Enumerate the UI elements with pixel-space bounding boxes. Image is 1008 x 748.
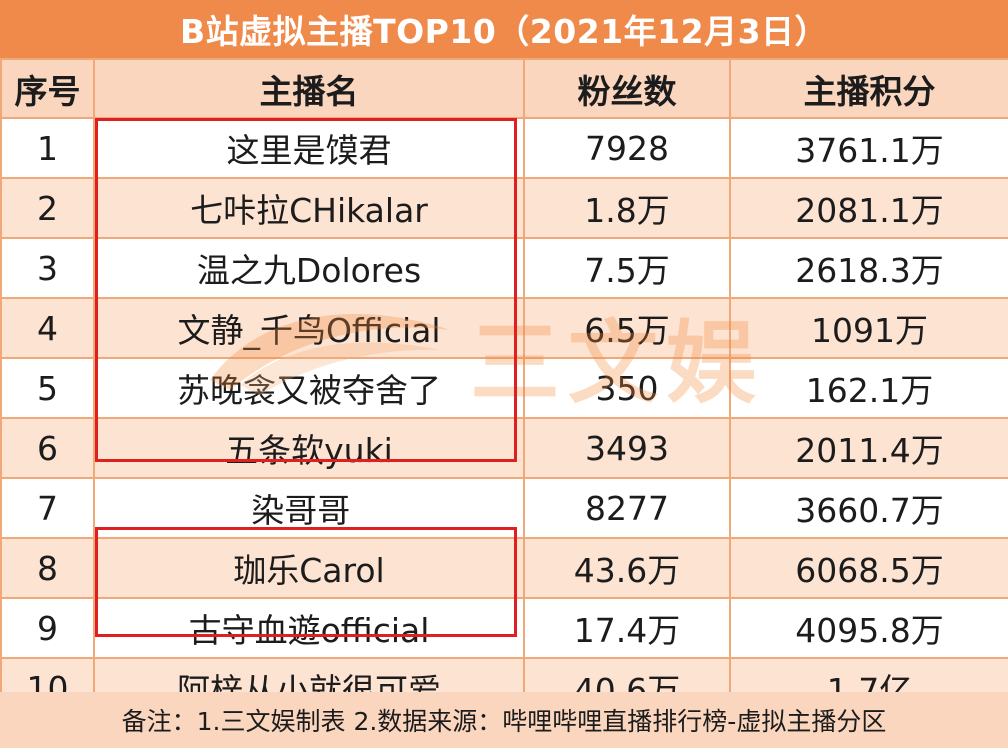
cell-followers: 7.5万 bbox=[523, 237, 731, 299]
cell-followers: 8277 bbox=[523, 477, 731, 539]
cell-streamer-name: 七咔拉CHikalar bbox=[93, 177, 525, 239]
cell-followers: 1.8万 bbox=[523, 177, 731, 239]
cell-rank: 9 bbox=[0, 597, 95, 659]
cell-rank: 2 bbox=[0, 177, 95, 239]
table-row: 7 染哥哥_ 8277 3660.7万 bbox=[0, 477, 1008, 539]
cell-followers: 17.4万 bbox=[523, 597, 731, 659]
cell-rank: 5 bbox=[0, 357, 95, 419]
header-row: 序号 主播名 粉丝数 主播积分 bbox=[0, 58, 1008, 119]
cell-points: 2618.3万 bbox=[729, 237, 1008, 299]
header-rank: 序号 bbox=[0, 58, 95, 119]
header-streamer-name: 主播名 bbox=[93, 58, 525, 119]
cell-followers: 7928 bbox=[523, 117, 731, 179]
cell-streamer-name: 文静_千鸟Official bbox=[93, 297, 525, 359]
table-row: 4 文静_千鸟Official 6.5万 1091万 bbox=[0, 297, 1008, 359]
header-points: 主播积分 bbox=[729, 58, 1008, 119]
header-followers: 粉丝数 bbox=[523, 58, 731, 119]
table-row: 1 这里是馍君 7928 3761.1万 bbox=[0, 117, 1008, 179]
cell-streamer-name: 古守血遊official bbox=[93, 597, 525, 659]
ranking-table: 序号 主播名 粉丝数 主播积分 1 这里是馍君 7928 3761.1万 2 七… bbox=[0, 58, 1008, 719]
cell-streamer-name: 五条软yuki bbox=[93, 417, 525, 479]
cell-points: 6068.5万 bbox=[729, 537, 1008, 599]
cell-followers: 6.5万 bbox=[523, 297, 731, 359]
cell-streamer-name: 这里是馍君 bbox=[93, 117, 525, 179]
table-row: 8 珈乐Carol 43.6万 6068.5万 bbox=[0, 537, 1008, 599]
footnote: 备注：1.三文娱制表 2.数据来源：哔哩哔哩直播排行榜-虚拟主播分区 bbox=[0, 692, 1008, 748]
cell-followers: 43.6万 bbox=[523, 537, 731, 599]
cell-points: 3761.1万 bbox=[729, 117, 1008, 179]
cell-rank: 7 bbox=[0, 477, 95, 539]
cell-streamer-name: 温之九Dolores bbox=[93, 237, 525, 299]
cell-points: 162.1万 bbox=[729, 357, 1008, 419]
table-row: 2 七咔拉CHikalar 1.8万 2081.1万 bbox=[0, 177, 1008, 239]
cell-points: 1091万 bbox=[729, 297, 1008, 359]
cell-rank: 8 bbox=[0, 537, 95, 599]
cell-rank: 4 bbox=[0, 297, 95, 359]
table-row: 5 苏晚衾又被夺舍了 350 162.1万 bbox=[0, 357, 1008, 419]
cell-rank: 6 bbox=[0, 417, 95, 479]
cell-streamer-name: 苏晚衾又被夺舍了 bbox=[93, 357, 525, 419]
cell-streamer-name: 珈乐Carol bbox=[93, 537, 525, 599]
cell-streamer-name: 染哥哥_ bbox=[93, 477, 525, 539]
cell-followers: 350 bbox=[523, 357, 731, 419]
table-row: 3 温之九Dolores 7.5万 2618.3万 bbox=[0, 237, 1008, 299]
cell-followers: 3493 bbox=[523, 417, 731, 479]
table-title: B站虚拟主播TOP10（2021年12月3日） bbox=[0, 0, 1008, 58]
cell-rank: 3 bbox=[0, 237, 95, 299]
table-row: 6 五条软yuki 3493 2011.4万 bbox=[0, 417, 1008, 479]
cell-points: 3660.7万 bbox=[729, 477, 1008, 539]
cell-points: 2081.1万 bbox=[729, 177, 1008, 239]
table-row: 9 古守血遊official 17.4万 4095.8万 bbox=[0, 597, 1008, 659]
cell-points: 4095.8万 bbox=[729, 597, 1008, 659]
cell-points: 2011.4万 bbox=[729, 417, 1008, 479]
cell-rank: 1 bbox=[0, 117, 95, 179]
